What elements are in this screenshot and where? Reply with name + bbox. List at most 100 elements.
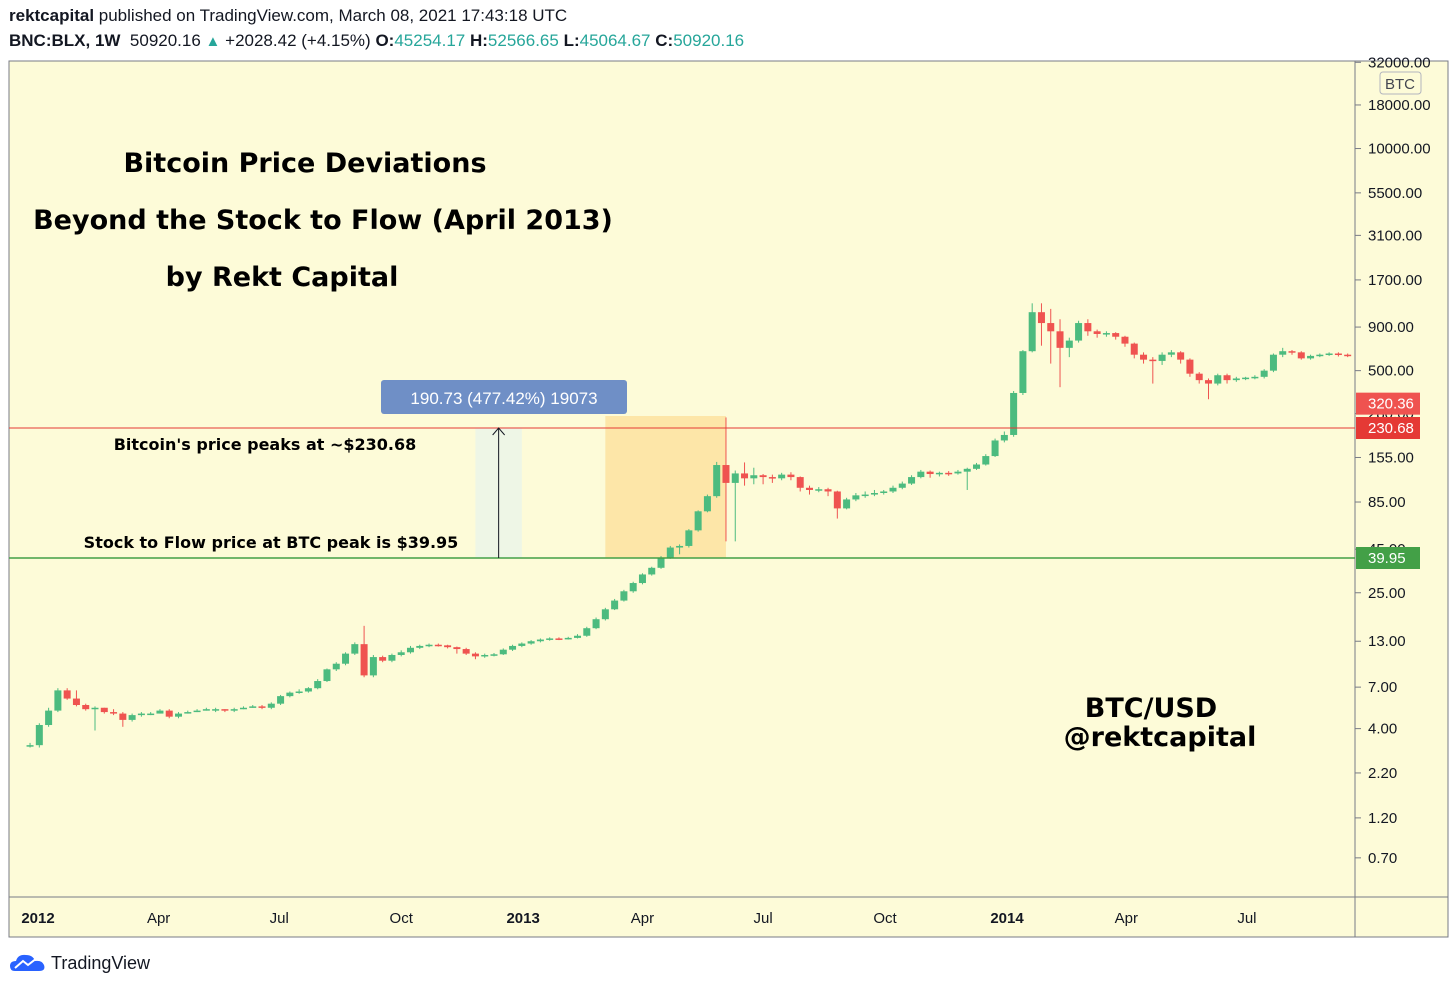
candle-body — [1344, 354, 1352, 357]
candle-body — [945, 472, 953, 475]
author-name[interactable]: rektcapital — [9, 6, 95, 25]
candle — [100, 707, 108, 714]
candle-body — [666, 547, 674, 558]
candle — [1102, 331, 1110, 337]
price-tick-label: 0.70 — [1368, 850, 1397, 867]
candle-body — [638, 574, 646, 584]
candle — [1260, 369, 1268, 379]
candle-body — [295, 691, 303, 693]
open-label: O: — [375, 31, 395, 50]
candle-body — [193, 710, 201, 713]
candle — [629, 581, 637, 593]
time-tick-label: 2013 — [506, 910, 539, 927]
candle — [1121, 335, 1129, 347]
candle — [592, 617, 600, 630]
time-tick-label: 2014 — [990, 910, 1024, 927]
candle — [1065, 337, 1073, 358]
candle-body — [843, 499, 851, 509]
candle-body — [973, 464, 981, 469]
candle-body — [184, 712, 192, 714]
candle — [72, 690, 80, 707]
candle — [815, 487, 823, 493]
candle — [889, 485, 897, 493]
candle — [416, 644, 424, 650]
candle-body — [917, 471, 925, 478]
tradingview-brand[interactable]: TradingView — [51, 952, 151, 973]
candle — [1214, 373, 1222, 386]
candle — [91, 706, 99, 731]
candle-body — [54, 690, 62, 711]
price-tick-label: 1700.00 — [1368, 272, 1422, 289]
candle-body — [1177, 352, 1185, 360]
candle-body — [926, 471, 934, 475]
candle-body — [601, 609, 609, 620]
candle-body — [1195, 373, 1203, 381]
candle — [379, 655, 387, 663]
candle-body — [416, 645, 424, 648]
candle-body — [397, 652, 405, 655]
candle — [796, 476, 804, 492]
candle — [453, 646, 461, 654]
candle-body — [35, 725, 43, 746]
peak-annotation: Bitcoin's price peaks at ~$230.68 — [114, 435, 417, 454]
candle — [54, 688, 62, 713]
candle-body — [490, 654, 498, 656]
candle-body — [110, 712, 118, 714]
candle — [564, 636, 572, 640]
candle-body — [787, 474, 795, 478]
candle-body — [611, 600, 619, 610]
time-axis-background — [9, 897, 1448, 937]
candle-body — [898, 483, 906, 488]
candle — [1223, 373, 1231, 384]
candle — [26, 742, 34, 748]
candle-body — [536, 639, 544, 642]
candle-body — [1130, 343, 1138, 355]
publish-text: published on TradingView.com, March 08, … — [94, 6, 568, 25]
candle — [239, 706, 247, 710]
candle-body — [713, 465, 721, 497]
price-tick-label: 25.00 — [1368, 585, 1406, 602]
symbol-label[interactable]: BNC:BLX, 1W — [9, 31, 121, 50]
candle-body — [954, 471, 962, 474]
candle — [1344, 353, 1352, 358]
candle-body — [332, 663, 340, 670]
currency-badge[interactable] — [1379, 71, 1422, 95]
candle-body — [323, 669, 331, 682]
candle-body — [45, 710, 53, 726]
publish-info: rektcapital published on TradingView.com… — [9, 6, 567, 26]
candle — [963, 467, 971, 490]
candle — [1316, 353, 1324, 358]
candle — [444, 644, 452, 649]
candle-body — [685, 530, 693, 546]
candle — [1158, 352, 1166, 365]
candle — [852, 492, 860, 502]
candle — [759, 474, 767, 485]
candle — [202, 707, 210, 711]
candle — [230, 707, 238, 713]
candle — [165, 709, 173, 719]
candle — [583, 626, 591, 637]
price-tick-label: 2.20 — [1368, 765, 1397, 782]
candle — [1075, 320, 1083, 343]
candle-body — [1149, 359, 1157, 362]
time-tick-label: 2012 — [21, 910, 54, 927]
candle — [156, 709, 164, 714]
candle — [620, 589, 628, 602]
candle — [778, 472, 786, 481]
candle — [648, 566, 656, 576]
candle — [703, 494, 711, 513]
candle — [397, 650, 405, 657]
time-tick-label: Apr — [1115, 910, 1138, 927]
candle — [1334, 352, 1342, 357]
price-labels: 320.36 230.68 39.95 — [1356, 392, 1420, 569]
candle-body — [574, 635, 582, 638]
candle-body — [379, 657, 387, 661]
candle — [694, 510, 702, 532]
candle-body — [388, 654, 396, 661]
high-value: 52566.65 — [487, 31, 559, 50]
candle — [1140, 352, 1148, 364]
candle-body — [509, 645, 517, 650]
candle-body — [1047, 323, 1055, 332]
candle-body — [434, 644, 442, 647]
